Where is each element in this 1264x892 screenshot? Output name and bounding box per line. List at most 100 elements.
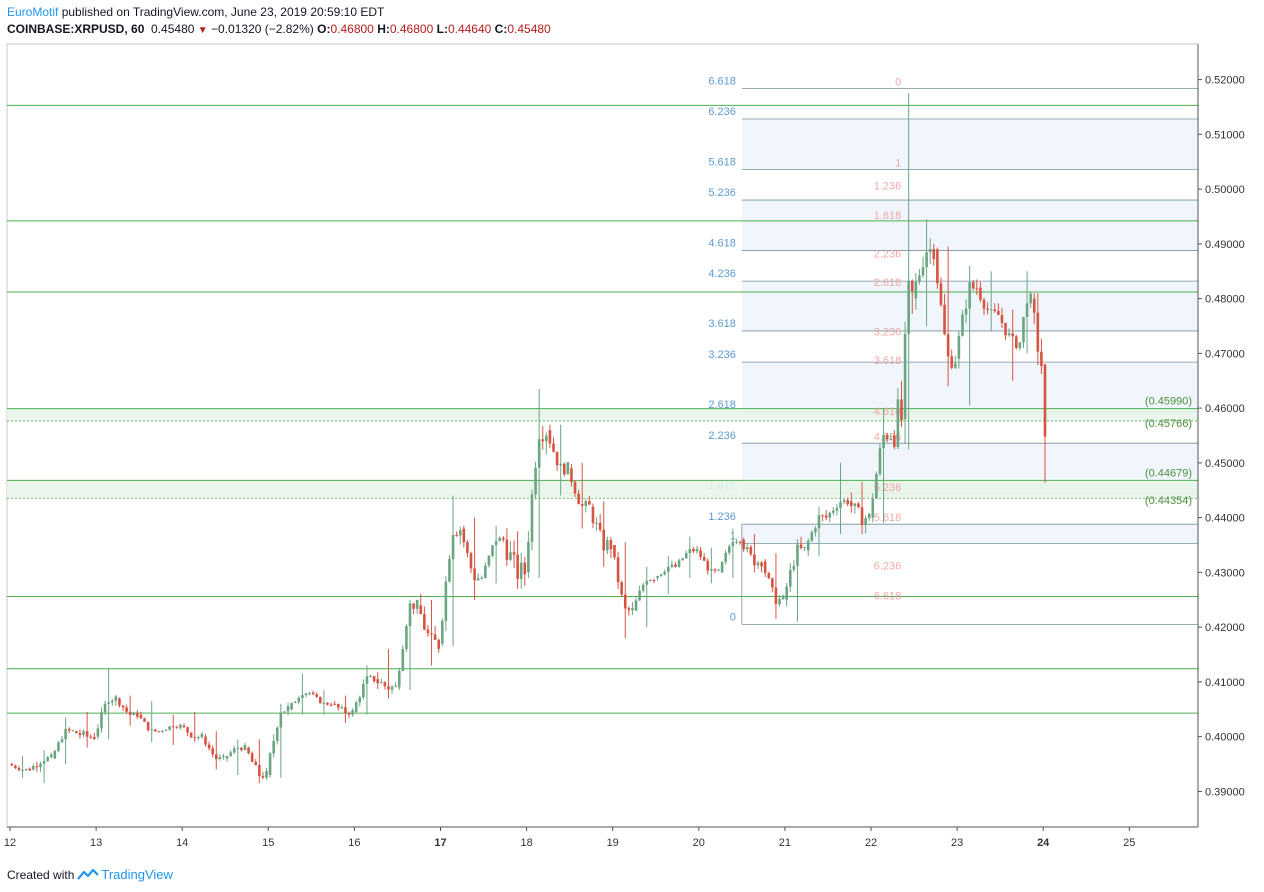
candle (498, 536, 501, 542)
fib-retracement-label: 1.236 (874, 180, 902, 192)
candle-body (724, 552, 728, 562)
candle (14, 764, 17, 770)
candle-body (268, 753, 272, 775)
candle-body (383, 682, 387, 687)
candle-body (17, 767, 21, 771)
candle (204, 733, 207, 747)
support-zone-price-label: (0.45766) (1145, 418, 1192, 430)
candle (57, 740, 60, 753)
candle-body (476, 578, 480, 581)
candle-body (727, 546, 731, 553)
candle-body (89, 736, 93, 738)
candle-body (681, 558, 684, 561)
fib-retracement-label: 1 (895, 157, 901, 169)
candle (1011, 309, 1015, 381)
candle (767, 571, 771, 580)
candle-body (275, 727, 279, 741)
candle-body (914, 281, 918, 299)
candle (175, 725, 179, 729)
candle-body (336, 703, 340, 708)
fib-retracement-label: 2.236 (874, 248, 902, 260)
candle-body (989, 309, 993, 311)
fib-zone-band (741, 524, 1198, 544)
candle-body (469, 553, 473, 569)
candle-body (1036, 312, 1040, 352)
candle-body (132, 712, 136, 715)
candle-body (979, 287, 982, 300)
candle (372, 675, 376, 683)
candle-body (78, 733, 82, 735)
candle (322, 690, 326, 715)
candle-body (817, 515, 821, 529)
candle (799, 536, 803, 550)
candle-body (204, 736, 207, 745)
candle (781, 594, 785, 601)
candle-body (519, 562, 523, 579)
candle (153, 729, 157, 733)
candle (347, 711, 351, 719)
candle (179, 723, 182, 730)
candle-body (893, 435, 896, 447)
candle (573, 480, 577, 498)
candle-body (573, 481, 577, 494)
candle (545, 432, 548, 455)
candle-body (1025, 303, 1029, 317)
price-axis-label: 0.52000 (1205, 75, 1245, 87)
candle-body (570, 468, 573, 482)
candle-body (32, 766, 35, 770)
candle-body (821, 515, 824, 517)
candle (763, 559, 767, 577)
candle-body (580, 504, 584, 506)
candle-body (308, 692, 311, 694)
candle-body (742, 539, 745, 550)
candle (631, 602, 634, 616)
tradingview-brand[interactable]: TradingView (101, 867, 173, 882)
candle-body (254, 761, 258, 766)
candle (491, 544, 494, 558)
candle-body (849, 501, 853, 507)
candle-body (584, 501, 588, 506)
candle (677, 558, 681, 568)
candle (67, 727, 71, 734)
candle-body (415, 599, 419, 609)
candle-body (788, 569, 792, 587)
candle-body (516, 554, 519, 579)
time-axis-label: 13 (90, 837, 102, 849)
fib-extension-label: 0 (730, 611, 736, 623)
fib-retracement-label: 5.618 (874, 512, 902, 524)
author-link[interactable]: EuroMotif (7, 5, 59, 19)
candle (182, 723, 186, 729)
candle (444, 575, 448, 632)
candle-body (702, 557, 706, 561)
candle-body (882, 434, 885, 449)
candle-body (369, 676, 372, 678)
candle (681, 558, 684, 561)
candle-body (950, 356, 954, 368)
candle (893, 430, 896, 450)
candle-body (125, 707, 128, 712)
fib-extension-label: 1.236 (708, 511, 736, 523)
candle (889, 433, 893, 441)
support-zone-price-label: (0.44679) (1145, 467, 1192, 479)
candle-body (756, 562, 760, 566)
candle (993, 303, 997, 313)
candle (860, 482, 864, 535)
candle (523, 557, 527, 586)
candle-body (753, 554, 756, 566)
candle-body (760, 562, 763, 567)
candle-body (329, 704, 333, 706)
candle (914, 273, 918, 310)
fib-extension-label: 5.236 (708, 187, 736, 199)
candle-body (986, 308, 989, 310)
candle-body (968, 282, 971, 309)
candle-body (75, 731, 78, 734)
candle-body (362, 683, 365, 698)
candle (229, 750, 232, 758)
candle-body (616, 557, 620, 583)
candle (236, 739, 240, 775)
candle (806, 538, 810, 556)
candle (839, 462, 842, 535)
low-label: L: (436, 22, 448, 36)
candle (397, 667, 401, 691)
